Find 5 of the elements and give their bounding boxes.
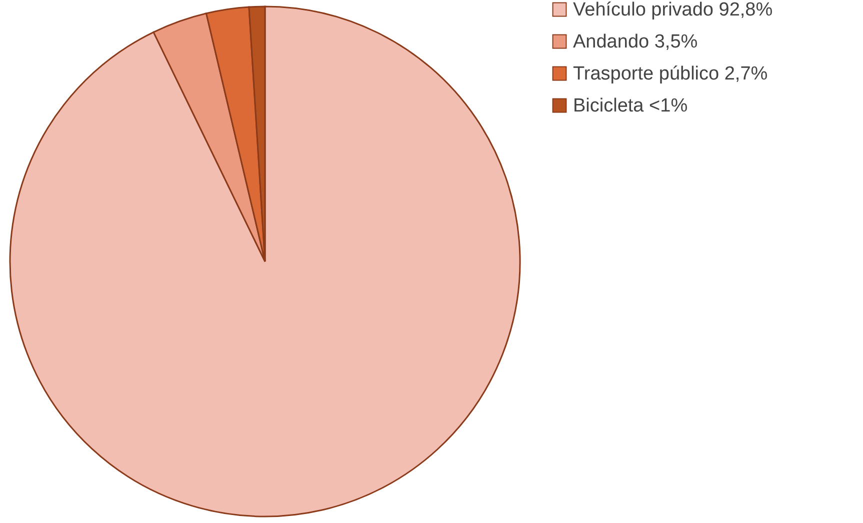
legend-label: Trasporte público 2,7% xyxy=(573,64,768,84)
pie-slice xyxy=(10,6,521,518)
legend-label: Andando 3,5% xyxy=(573,32,698,52)
legend-label: Bicicleta <1% xyxy=(573,96,688,116)
legend-label: Vehículo privado 92,8% xyxy=(573,0,773,20)
